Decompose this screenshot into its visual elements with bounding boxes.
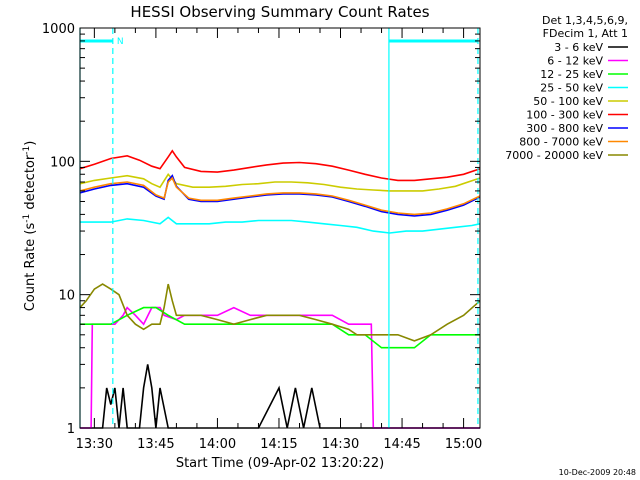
series-line-2 — [80, 306, 480, 349]
x-tick-label-4: 14:30 — [322, 437, 359, 452]
legend-entry-label-5: 100 - 300 keV — [526, 109, 603, 122]
legend-header-line-1: Det 1,3,4,5,6,9, — [542, 14, 628, 27]
attenuator-markers: N — [79, 28, 479, 428]
plot-frame — [79, 27, 481, 429]
y-tick-label-0: 1 — [67, 422, 75, 437]
y-axis-ticks: 1 10 100 1000 — [42, 22, 480, 437]
y-axis-label: Count Rate (s-1 detector-1) — [22, 141, 38, 312]
legend-entry-label-6: 300 - 800 keV — [526, 122, 603, 135]
legend-entry-label-7: 800 - 7000 keV — [519, 136, 603, 149]
y-tick-label-2: 100 — [50, 155, 75, 170]
series-line-6 — [79, 174, 481, 217]
legend-entry-label-0: 3 - 6 keV — [554, 41, 603, 54]
series-line-1 — [80, 306, 480, 429]
x-tick-label-6: 15:00 — [445, 437, 482, 452]
chart-title: HESSI Observing Summary Count Rates — [130, 3, 429, 21]
series-line-8 — [79, 283, 481, 342]
x-tick-label-0: 13:30 — [76, 437, 113, 452]
x-tick-label-3: 14:15 — [260, 437, 297, 452]
series-line-0 — [80, 364, 480, 429]
attenuator-label-0: N — [117, 37, 124, 47]
series-layer — [79, 149, 481, 429]
series-line-4 — [79, 172, 481, 192]
legend: Det 1,3,4,5,6,9, FDecim 1, Att 1 3 - 6 k… — [505, 14, 628, 162]
legend-entry-label-1: 6 - 12 keV — [547, 55, 603, 68]
y-tick-label-1: 10 — [58, 289, 75, 304]
legend-entry-label-3: 25 - 50 keV — [540, 82, 603, 95]
x-tick-label-1: 13:45 — [137, 437, 174, 452]
legend-entry-label-2: 12 - 25 keV — [540, 68, 603, 81]
legend-entry-label-8: 7000 - 20000 keV — [505, 149, 603, 162]
x-tick-label-5: 14:45 — [383, 437, 420, 452]
series-line-5 — [79, 149, 481, 182]
x-axis-label: Start Time (09-Apr-02 13:20:22) — [176, 456, 384, 471]
x-axis-ticks: 13:30 13:45 14:00 14:15 14:30 14:45 15:00 — [76, 28, 482, 452]
legend-entry-label-4: 50 - 100 keV — [533, 95, 603, 108]
series-line-7 — [79, 176, 481, 216]
legend-header-line-2: FDecim 1, Att 1 — [543, 27, 628, 40]
footer-timestamp: 10-Dec-2009 20:48 — [559, 468, 636, 477]
series-line-3 — [80, 216, 481, 234]
y-tick-label-3: 1000 — [42, 22, 75, 37]
x-tick-label-2: 14:00 — [199, 437, 236, 452]
